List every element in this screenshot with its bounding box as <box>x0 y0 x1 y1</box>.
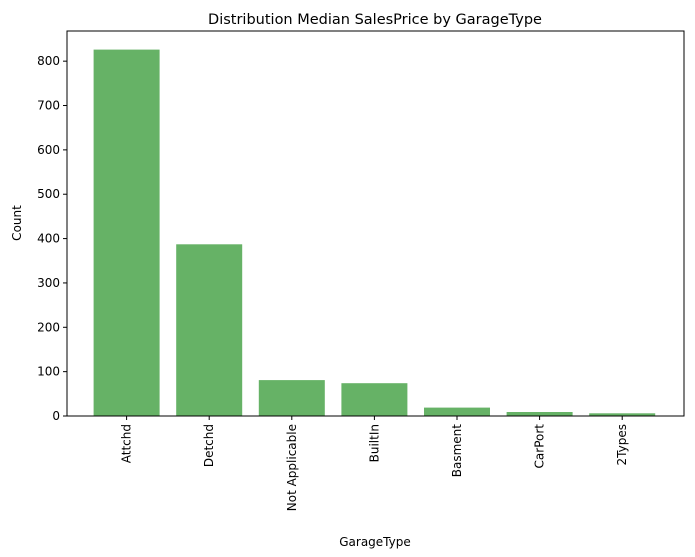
x-tick-label: BuiltIn <box>367 424 381 462</box>
y-tick-label: 400 <box>37 232 60 246</box>
y-tick-label: 100 <box>37 365 60 379</box>
bars-group <box>93 49 656 416</box>
y-axis-title: Count <box>10 205 24 241</box>
y-tick-label: 200 <box>37 320 60 334</box>
y-tick-label: 0 <box>52 409 60 423</box>
bar-2types <box>589 413 656 416</box>
y-tick-label: 600 <box>37 143 60 157</box>
bar-detchd <box>176 244 243 416</box>
chart-title: Distribution Median SalesPrice by Garage… <box>208 12 542 28</box>
plot-frame <box>66 30 685 417</box>
x-tick-label: Detchd <box>202 424 216 467</box>
y-tick-label: 700 <box>37 99 60 113</box>
x-tick-label: CarPort <box>533 424 547 469</box>
bar-not-applicable <box>258 380 325 416</box>
y-tick-label: 500 <box>37 187 60 201</box>
x-tick-label: Basment <box>450 424 464 478</box>
bar-basment <box>424 407 490 416</box>
y-tick-label: 800 <box>37 54 60 68</box>
x-tick-label: Not Applicable <box>285 424 299 511</box>
x-axis-title: GarageType <box>339 535 411 549</box>
y-tick-label: 300 <box>37 276 60 290</box>
x-tick-label: Attchd <box>120 424 134 463</box>
y-axis: 0 100 200 300 400 500 600 700 800 <box>37 54 67 423</box>
bar-builtin <box>341 383 408 416</box>
x-axis: Attchd Detchd Not Applicable BuiltIn Basment… <box>120 416 629 511</box>
bar-carport <box>506 412 573 416</box>
bar-attchd <box>93 49 160 416</box>
x-tick-label: 2Types <box>615 424 629 465</box>
